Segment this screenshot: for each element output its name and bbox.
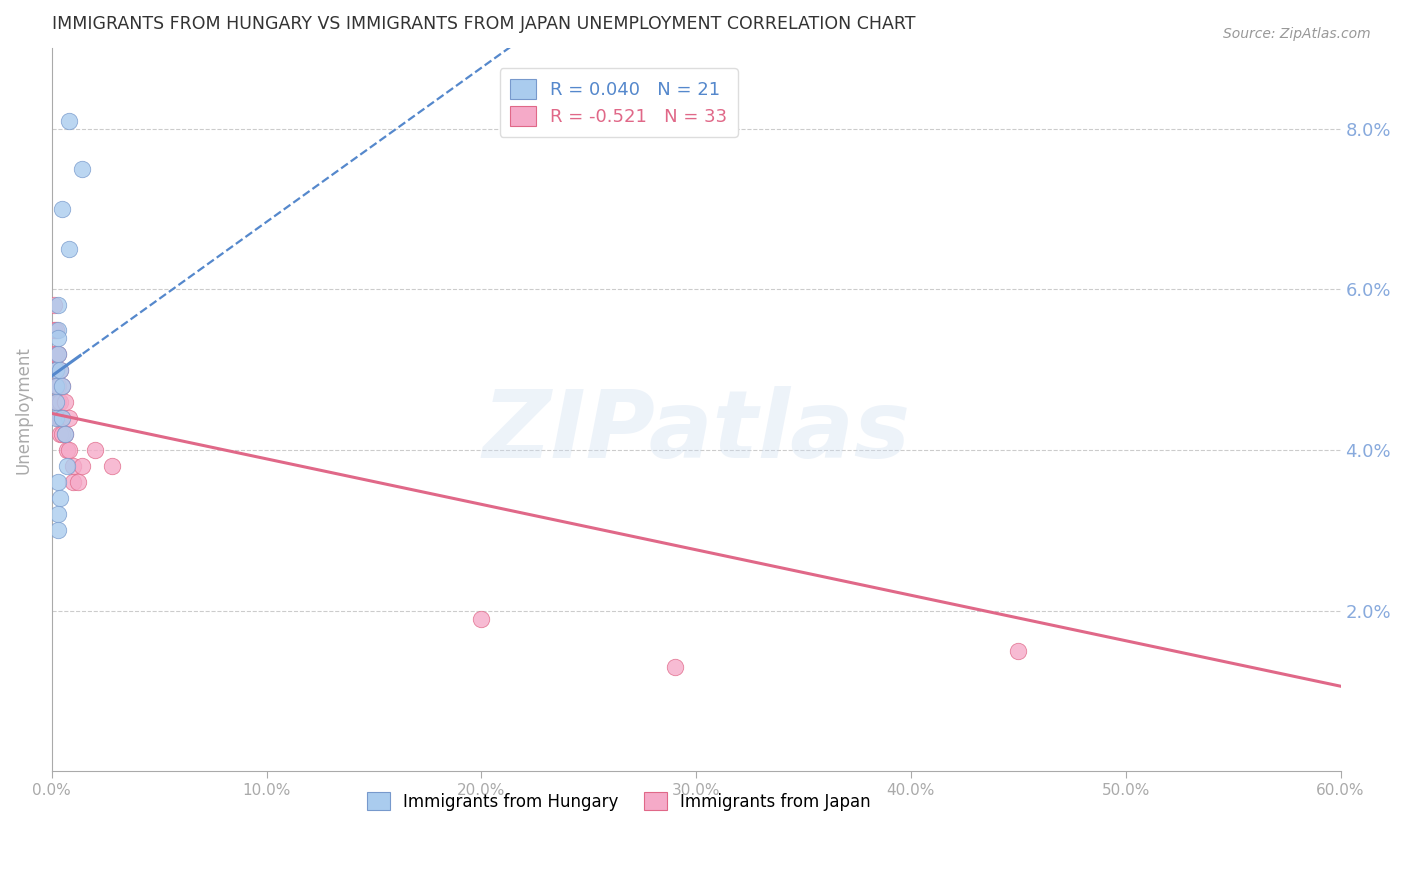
Point: [46, 347, 69, 361]
Point: [45, 379, 67, 393]
Text: IMMIGRANTS FROM HUNGARY VS IMMIGRANTS FROM JAPAN UNEMPLOYMENT CORRELATION CHART: IMMIGRANTS FROM HUNGARY VS IMMIGRANTS FR…: [52, 15, 915, 33]
Point: [58, 242, 80, 256]
Point: [45, 395, 67, 409]
Point: [46, 330, 69, 344]
Point: [664, 660, 686, 674]
Point: [49, 427, 72, 442]
Point: [58, 443, 80, 458]
Point: [51, 379, 73, 393]
Point: [470, 612, 492, 626]
Point: [101, 459, 124, 474]
Point: [51, 202, 73, 216]
Point: [49, 363, 72, 377]
Point: [51, 411, 73, 425]
Point: [56, 443, 79, 458]
Point: [46, 524, 69, 538]
Point: [46, 379, 69, 393]
Point: [53, 395, 76, 409]
Point: [45, 322, 67, 336]
Point: [42, 298, 65, 312]
Point: [70, 161, 93, 176]
Point: [46, 298, 69, 312]
Point: [42, 347, 65, 361]
Point: [53, 427, 76, 442]
Point: [62, 475, 84, 490]
Point: [51, 427, 73, 442]
Point: [53, 427, 76, 442]
Point: [46, 508, 69, 522]
Point: [49, 363, 72, 377]
Point: [45, 363, 67, 377]
Point: [49, 491, 72, 506]
Point: [45, 411, 67, 425]
Point: [62, 459, 84, 474]
Point: [46, 475, 69, 490]
Point: [58, 113, 80, 128]
Point: [51, 411, 73, 425]
Y-axis label: Unemployment: Unemployment: [15, 346, 32, 474]
Point: [46, 395, 69, 409]
Point: [58, 411, 80, 425]
Point: [49, 395, 72, 409]
Legend: Immigrants from Hungary, Immigrants from Japan: Immigrants from Hungary, Immigrants from…: [360, 785, 877, 817]
Point: [42, 322, 65, 336]
Point: [45, 379, 67, 393]
Text: ZIPatlas: ZIPatlas: [482, 385, 910, 477]
Point: [46, 322, 69, 336]
Point: [56, 459, 79, 474]
Point: [83, 443, 105, 458]
Point: [51, 379, 73, 393]
Point: [70, 459, 93, 474]
Point: [45, 395, 67, 409]
Point: [66, 475, 89, 490]
Point: [46, 411, 69, 425]
Point: [46, 347, 69, 361]
Text: Source: ZipAtlas.com: Source: ZipAtlas.com: [1223, 27, 1371, 41]
Point: [49, 411, 72, 425]
Point: [1007, 644, 1029, 658]
Point: [45, 347, 67, 361]
Point: [45, 363, 67, 377]
